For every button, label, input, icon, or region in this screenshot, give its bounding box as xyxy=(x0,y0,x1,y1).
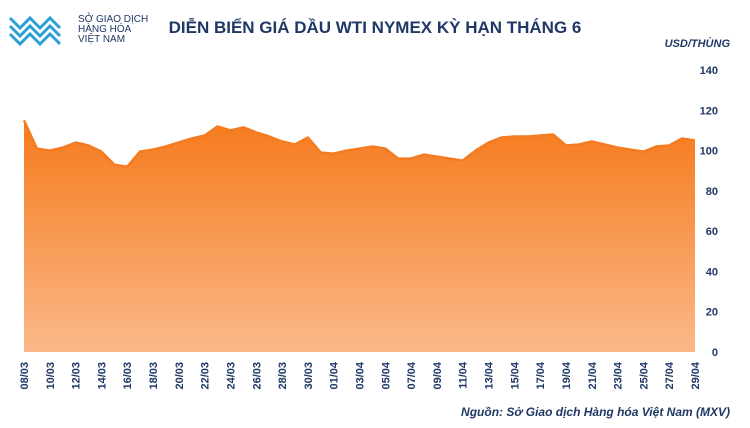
y-tick-label: 60 xyxy=(706,226,718,238)
logo-icon xyxy=(8,15,62,47)
logo: SỞ GIAO DỊCH HÀNG HÓA VIỆT NAM xyxy=(8,12,148,47)
x-tick-label: 22/03 xyxy=(200,362,212,390)
x-tick-label: 21/04 xyxy=(587,361,599,389)
x-tick-label: 07/04 xyxy=(406,361,418,389)
x-tick-label: 17/04 xyxy=(535,361,547,389)
y-tick-label: 0 xyxy=(712,347,718,359)
logo-text: HÀNG HÓA xyxy=(78,22,132,35)
x-tick-label: 08/03 xyxy=(19,362,31,390)
x-tick-label: 09/04 xyxy=(432,361,444,389)
x-tick-label: 10/03 xyxy=(45,362,57,390)
x-tick-label: 27/04 xyxy=(664,361,676,389)
x-tick-label: 23/04 xyxy=(613,361,625,389)
x-tick-label: 28/03 xyxy=(277,362,289,390)
x-tick-label: 20/03 xyxy=(174,362,186,390)
y-tick-label: 20 xyxy=(706,307,718,319)
logo-text: SỞ GIAO DỊCH xyxy=(78,12,148,25)
source-note: Nguồn: Sở Giao dịch Hàng hóa Việt Nam (M… xyxy=(461,405,730,419)
x-tick-label: 18/03 xyxy=(148,362,160,390)
x-tick-label: 29/04 xyxy=(690,361,702,389)
y-tick-label: 140 xyxy=(700,65,718,77)
x-tick-label: 11/04 xyxy=(458,361,470,389)
x-tick-label: 19/04 xyxy=(561,361,573,389)
x-tick-label: 30/03 xyxy=(303,362,315,390)
x-tick-label: 16/03 xyxy=(122,362,134,390)
x-tick-label: 26/03 xyxy=(251,362,263,390)
x-tick-label: 25/04 xyxy=(638,361,650,389)
y-axis-label: USD/THÙNG xyxy=(665,37,731,50)
y-tick-label: 100 xyxy=(700,146,718,158)
y-tick-label: 80 xyxy=(706,186,718,198)
y-tick-label: 120 xyxy=(700,105,718,117)
x-tick-label: 15/04 xyxy=(509,361,521,389)
chart-title: DIỄN BIẾN GIÁ DẦU WTI NYMEX KỲ HẠN THÁNG… xyxy=(169,18,582,37)
logo-text: VIỆT NAM xyxy=(78,32,125,45)
x-tick-label: 14/03 xyxy=(96,362,108,390)
x-tick-label: 12/03 xyxy=(71,362,83,390)
x-tick-label: 13/04 xyxy=(484,361,496,389)
x-tick-label: 05/04 xyxy=(380,361,392,389)
y-tick-label: 40 xyxy=(706,266,718,278)
x-tick-label: 03/04 xyxy=(355,361,367,389)
x-tick-label: 24/03 xyxy=(225,362,237,390)
line xyxy=(22,119,696,168)
area xyxy=(24,120,695,353)
x-tick-label: 01/04 xyxy=(329,361,341,389)
